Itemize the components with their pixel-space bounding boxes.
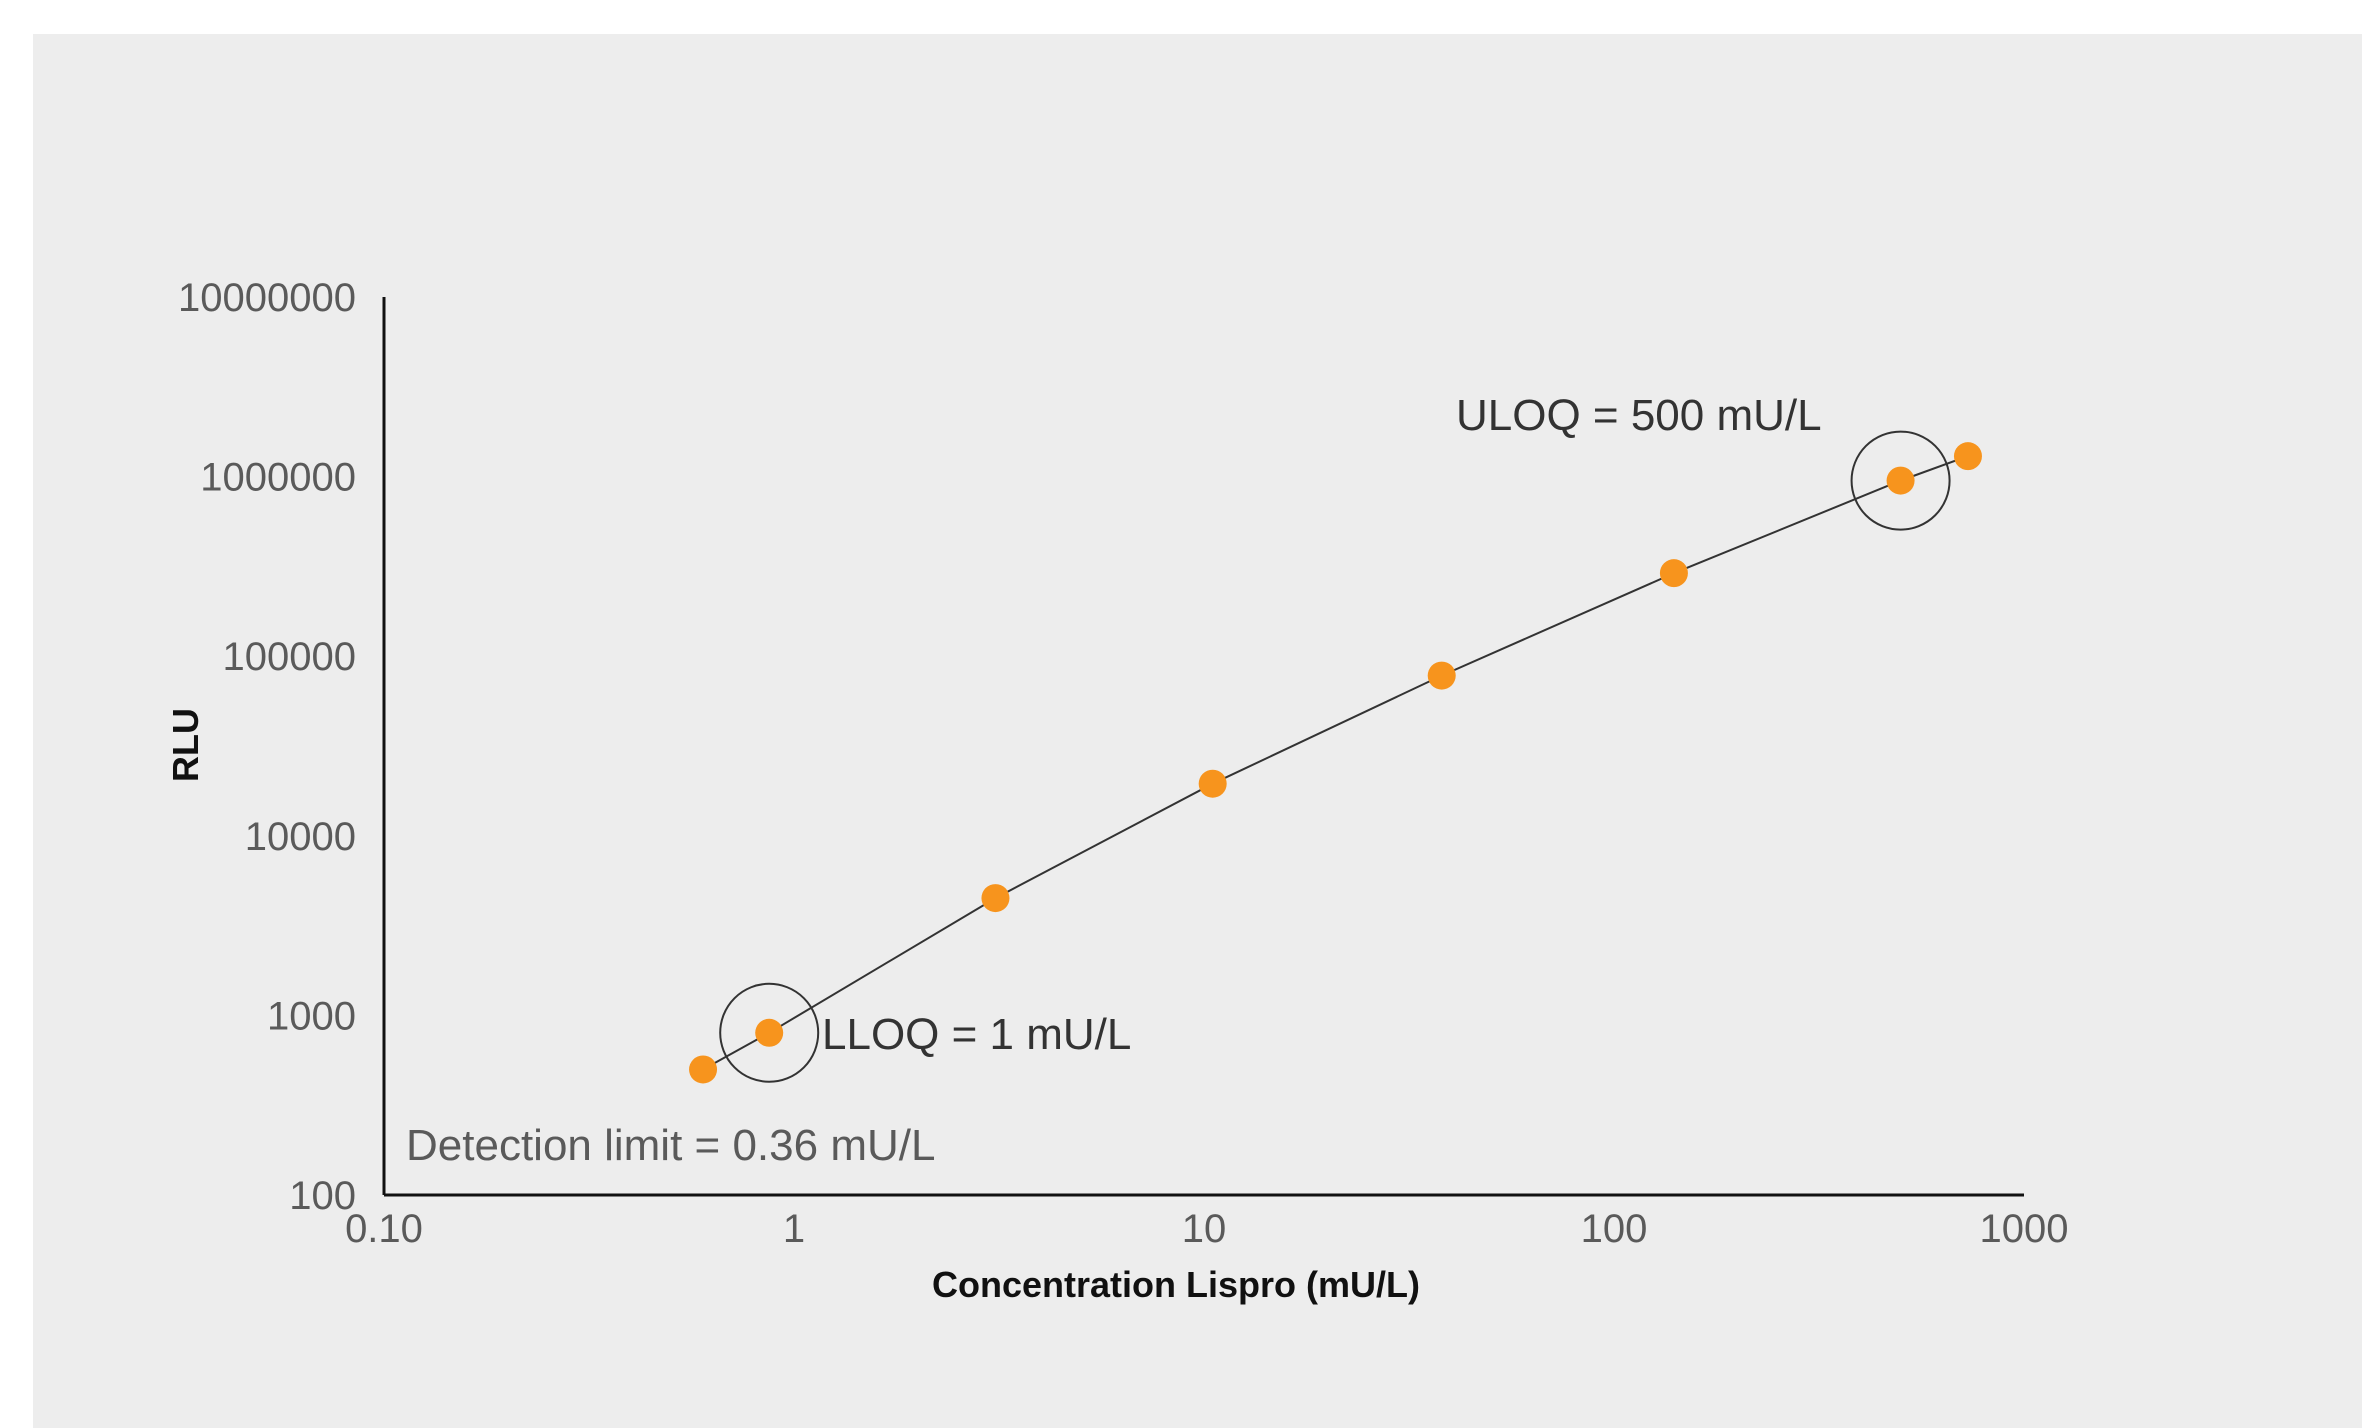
x-tick-label: 1000 — [1980, 1207, 2069, 1251]
y-tick-label: 10000000 — [178, 276, 356, 320]
annotations: ULOQ = 500 mU/L LLOQ = 1 mU/L Detection … — [406, 391, 1951, 1170]
data-point — [1198, 769, 1227, 798]
x-tick-label: 10 — [1182, 1207, 1227, 1251]
series-line — [702, 455, 1969, 1071]
data-point — [1427, 661, 1456, 690]
x-axis-title: Concentration Lispro (mU/L) — [932, 1264, 1420, 1305]
y-axis-title: RLU — [165, 708, 206, 782]
uloq-label: ULOQ = 500 mU/L — [1456, 391, 1822, 440]
data-points — [689, 442, 1982, 1084]
uloq-highlight-circle — [1850, 430, 1951, 531]
x-tick-labels: 0.10 1 10 100 1000 — [345, 1207, 2068, 1251]
detection-limit-label: Detection limit = 0.36 mU/L — [406, 1121, 935, 1170]
lloq-label: LLOQ = 1 mU/L — [822, 1010, 1131, 1059]
y-tick-label: 100000 — [223, 635, 356, 679]
data-point — [1659, 559, 1688, 588]
series-line-group — [702, 455, 1969, 1071]
data-point — [755, 1018, 784, 1047]
y-tick-label: 100 — [289, 1174, 356, 1218]
data-point — [1886, 466, 1915, 495]
x-tick-label: 0.10 — [345, 1207, 423, 1251]
data-point — [1953, 442, 1982, 471]
y-tick-label: 1000 — [267, 994, 356, 1038]
x-tick-label: 100 — [1581, 1207, 1648, 1251]
axes — [382, 297, 2024, 1197]
y-tick-label: 10000 — [245, 815, 356, 859]
y-tick-label: 1000000 — [200, 456, 356, 500]
y-tick-labels: 100 1000 10000 100000 1000000 10000000 — [178, 276, 356, 1218]
x-tick-label: 1 — [783, 1207, 805, 1251]
lloq-highlight-circle — [719, 982, 820, 1083]
data-point — [981, 884, 1010, 913]
data-point — [689, 1055, 718, 1084]
